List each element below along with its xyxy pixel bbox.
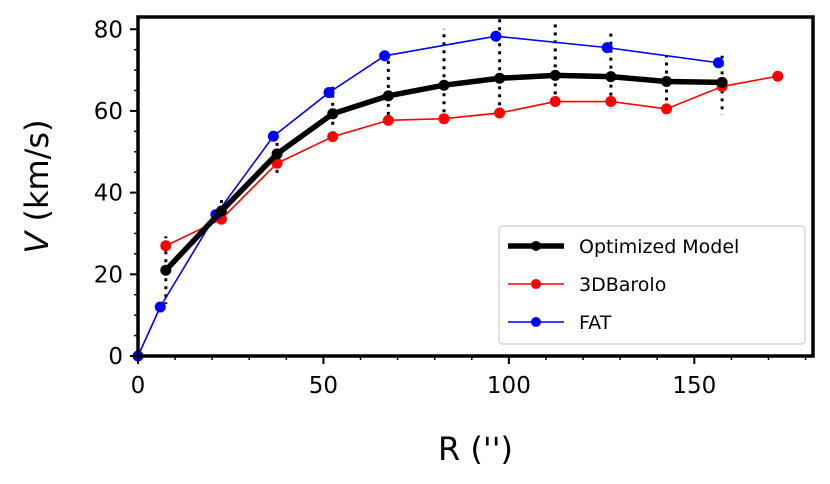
data-point-3dbarolo — [661, 103, 673, 115]
data-point-optimized-model — [271, 148, 283, 160]
data-point-fat — [267, 130, 279, 142]
data-point-optimized-model — [494, 72, 506, 84]
y-tick-label: 0 — [108, 344, 123, 370]
legend: Optimized Model 3DBarolo FAT — [498, 225, 806, 345]
data-point-optimized-model — [327, 108, 339, 120]
data-point-optimized-model — [160, 264, 172, 276]
y-tick-label: 80 — [94, 17, 123, 43]
y-axis-label: V (km/s) — [18, 119, 56, 253]
data-point-3dbarolo — [327, 131, 339, 143]
x-tick-label: 150 — [672, 373, 716, 399]
data-point-3dbarolo — [605, 96, 617, 108]
series-layer — [132, 30, 784, 362]
data-point-fat — [490, 30, 502, 42]
x-tick-label: 100 — [487, 373, 531, 399]
y-tick-label: 20 — [94, 262, 123, 288]
plot-frame — [136, 15, 815, 358]
data-point-fat — [323, 87, 335, 99]
data-point-optimized-model — [661, 76, 673, 88]
data-point-fat — [154, 301, 166, 313]
data-point-optimized-model — [605, 71, 617, 83]
y-axis-label-unit: (km/s) — [18, 119, 56, 231]
legend-box — [498, 225, 806, 345]
axis-ticks: 0 50 100 150 0 20 40 60 80 — [94, 17, 807, 399]
data-point-optimized-model — [215, 205, 227, 217]
data-point-optimized-model — [382, 90, 394, 102]
legend-label-3dbarolo: 3DBarolo — [579, 274, 666, 296]
data-point-3dbarolo — [772, 70, 784, 82]
data-point-optimized-model — [438, 79, 450, 91]
x-tick-label: 0 — [131, 373, 146, 399]
x-axis-label: R ('') — [438, 430, 513, 468]
data-point-fat — [712, 57, 724, 69]
data-point-fat — [601, 42, 613, 54]
data-point-optimized-model — [549, 69, 561, 81]
data-point-optimized-model — [716, 76, 728, 88]
series-line-3dbarolo — [165, 75, 778, 247]
x-tick-label: 50 — [309, 373, 338, 399]
legend-label-fat: FAT — [579, 312, 612, 334]
y-tick-label: 60 — [94, 99, 123, 125]
data-point-fat — [379, 50, 391, 62]
legend-marker-optimized-model — [531, 241, 541, 251]
data-point-3dbarolo — [160, 240, 172, 252]
legend-marker-3dbarolo — [531, 279, 541, 289]
data-point-3dbarolo — [438, 113, 450, 125]
y-tick-label: 40 — [94, 181, 123, 207]
data-point-3dbarolo — [494, 107, 506, 119]
data-point-3dbarolo — [382, 114, 394, 126]
data-point-3dbarolo — [549, 96, 561, 108]
y-axis-label-symbol: V — [18, 230, 56, 254]
legend-marker-fat — [531, 317, 541, 327]
legend-label-optimized-model: Optimized Model — [579, 236, 739, 258]
